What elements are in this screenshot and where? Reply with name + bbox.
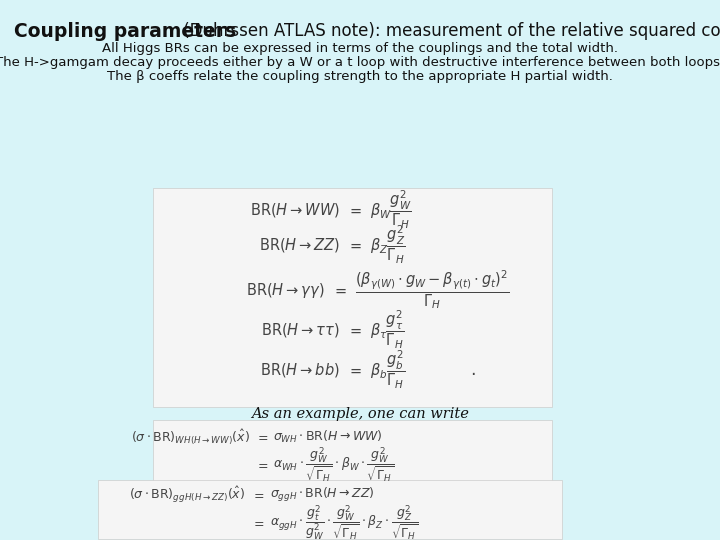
Text: $\mathrm{BR}(H \to ZZ)$: $\mathrm{BR}(H \to ZZ)$: [258, 236, 340, 254]
Text: $=$: $=$: [347, 322, 363, 338]
Text: $(\sigma \cdot \mathrm{BR})_{WH(H \to WW)}(\hat{x})$: $(\sigma \cdot \mathrm{BR})_{WH(H \to WW…: [131, 427, 250, 447]
Text: $=$: $=$: [251, 489, 265, 502]
Text: $=$: $=$: [347, 202, 363, 218]
Text: $\beta_\tau\dfrac{g_\tau^2}{\Gamma_H}$: $\beta_\tau\dfrac{g_\tau^2}{\Gamma_H}$: [370, 309, 405, 351]
Text: All Higgs BRs can be expressed in terms of the couplings and the total width.: All Higgs BRs can be expressed in terms …: [102, 42, 618, 55]
Text: $\mathrm{BR}(H \to \tau\tau)$: $\mathrm{BR}(H \to \tau\tau)$: [261, 321, 340, 339]
Text: Coupling parameters: Coupling parameters: [14, 22, 236, 41]
Text: The β coeffs relate the coupling strength to the appropriate H partial width.: The β coeffs relate the coupling strengt…: [107, 70, 613, 83]
Text: $=$: $=$: [347, 362, 363, 377]
Text: $\beta_W\dfrac{g_W^2}{\Gamma_H}$: $\beta_W\dfrac{g_W^2}{\Gamma_H}$: [370, 189, 412, 231]
FancyBboxPatch shape: [153, 420, 552, 482]
Text: $\sigma_{WH} \cdot \mathrm{BR}(H \to WW)$: $\sigma_{WH} \cdot \mathrm{BR}(H \to WW)…: [273, 429, 383, 445]
Text: $\beta_Z\dfrac{g_Z^2}{\Gamma_H}$: $\beta_Z\dfrac{g_Z^2}{\Gamma_H}$: [370, 224, 406, 266]
Text: $\beta_b\dfrac{g_b^2}{\Gamma_H}$: $\beta_b\dfrac{g_b^2}{\Gamma_H}$: [370, 349, 405, 391]
Text: As an example, one can write: As an example, one can write: [251, 407, 469, 421]
Text: $\alpha_{ggH} \cdot \dfrac{g_t^2}{g_W^2} \cdot \dfrac{g_W^2}{\sqrt{\Gamma_H}} \c: $\alpha_{ggH} \cdot \dfrac{g_t^2}{g_W^2}…: [270, 503, 418, 540]
Text: $\mathrm{BR}(H \to \gamma\gamma)$: $\mathrm{BR}(H \to \gamma\gamma)$: [246, 280, 325, 300]
Text: $\mathrm{BR}(H \to WW)$: $\mathrm{BR}(H \to WW)$: [250, 201, 340, 219]
Text: The H->gamgam decay proceeds either by a W or a t loop with destructive interfer: The H->gamgam decay proceeds either by a…: [0, 56, 720, 69]
Text: (Duhrssen ATLAS note): measurement of the relative squared couplings: (Duhrssen ATLAS note): measurement of th…: [178, 22, 720, 40]
Text: $(\sigma \cdot \mathrm{BR})_{ggH(H \to ZZ)}(\hat{x})$: $(\sigma \cdot \mathrm{BR})_{ggH(H \to Z…: [129, 485, 245, 505]
Text: $=$: $=$: [332, 282, 348, 298]
Text: $=$: $=$: [255, 430, 269, 443]
Text: $\mathrm{BR}(H \to bb)$: $\mathrm{BR}(H \to bb)$: [260, 361, 340, 379]
Text: $=$: $=$: [255, 458, 269, 471]
Text: $.$: $.$: [470, 361, 476, 379]
Text: $=$: $=$: [251, 516, 265, 530]
Text: $\alpha_{WH} \cdot \dfrac{g_W^2}{\sqrt{\Gamma_H}} \cdot \beta_W \cdot \dfrac{g_W: $\alpha_{WH} \cdot \dfrac{g_W^2}{\sqrt{\…: [273, 446, 394, 484]
FancyBboxPatch shape: [153, 188, 552, 407]
FancyBboxPatch shape: [98, 480, 562, 539]
Text: $=$: $=$: [347, 238, 363, 253]
Text: $\dfrac{\left(\beta_{\gamma(W)} \cdot g_W - \beta_{\gamma(t)} \cdot g_t\right)^2: $\dfrac{\left(\beta_{\gamma(W)} \cdot g_…: [355, 268, 510, 312]
Text: $\sigma_{ggH} \cdot \mathrm{BR}(H \to ZZ)$: $\sigma_{ggH} \cdot \mathrm{BR}(H \to ZZ…: [270, 486, 374, 504]
